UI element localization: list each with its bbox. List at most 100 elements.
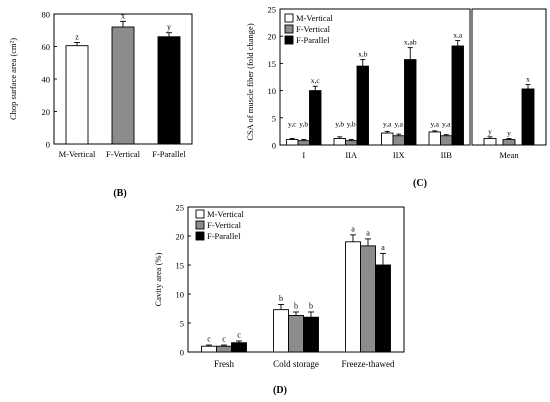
chart-c-mean-x-label: Mean bbox=[499, 150, 519, 160]
chart-d-letter: a bbox=[381, 243, 385, 252]
chart-c-bar bbox=[356, 65, 369, 146]
chart-c-letter: x,c bbox=[311, 76, 321, 85]
chart-d-bar bbox=[231, 342, 247, 353]
chart-c-bar bbox=[333, 138, 346, 146]
chart-c: 0 5 10 15 20 25 CSA of muscle fiber (fold chan… bbox=[245, 5, 547, 189]
chart-d-legend-label: F-Parallel bbox=[207, 231, 241, 241]
chart-d-letter: c bbox=[207, 335, 211, 344]
chart-b: 0 20 40 60 80 Chop surface area (cm²) z M-Verti… bbox=[8, 10, 193, 199]
chart-d-letter: c bbox=[237, 330, 241, 339]
chart-c-bar bbox=[286, 139, 299, 146]
chart-c-mean-bar bbox=[483, 138, 497, 146]
chart-c-letter: x,a bbox=[453, 31, 463, 40]
chart-c-legend-label: F-Parallel bbox=[296, 35, 330, 45]
chart-c-mean-bar bbox=[521, 88, 535, 146]
chart-d-y-tick-label: 25 bbox=[176, 203, 185, 213]
chart-b-bar bbox=[65, 45, 89, 145]
chart-b-letter: z bbox=[75, 32, 79, 41]
chart-c-bar bbox=[428, 131, 441, 146]
chart-c-letter: x,ab bbox=[404, 38, 417, 47]
chart-d-bar bbox=[201, 345, 217, 353]
chart-d-legend-swatch bbox=[195, 231, 205, 241]
chart-d-letter: b bbox=[279, 294, 283, 303]
chart-c-y-tick-label: 15 bbox=[268, 59, 277, 69]
chart-b-letter: x bbox=[121, 11, 125, 20]
chart-d-bar bbox=[273, 309, 289, 353]
chart-c-mean-letter: x bbox=[526, 75, 530, 84]
chart-b-y-tick-label: 40 bbox=[42, 75, 51, 85]
chart-c-x-tick-label: IIB bbox=[441, 150, 453, 160]
chart-b-y-tick-label: 0 bbox=[46, 140, 50, 150]
chart-b-y-tick-label: 20 bbox=[42, 107, 51, 117]
chart-d-legend-swatch bbox=[195, 209, 205, 219]
chart-b-y-tick-label: 60 bbox=[42, 42, 51, 52]
chart-b-panel-label: (B) bbox=[113, 188, 126, 199]
chart-d-y-tick-label: 20 bbox=[176, 232, 185, 242]
chart-c-bar bbox=[297, 140, 310, 146]
chart-d-letter: a bbox=[351, 224, 355, 233]
chart-d-legend-label: F-Vertical bbox=[207, 220, 242, 230]
chart-c-legend-swatch bbox=[284, 13, 294, 23]
chart-c-legend-label: F-Vertical bbox=[296, 24, 331, 34]
chart-c-bar bbox=[440, 135, 453, 146]
chart-d-legend-label: M-Vertical bbox=[207, 209, 244, 219]
chart-d-letter: b bbox=[309, 301, 313, 310]
chart-b-x-tick-label: M-Vertical bbox=[59, 149, 96, 159]
chart-c-bar bbox=[392, 135, 405, 146]
chart-c-letter: y,a bbox=[383, 120, 392, 129]
chart-d-letter: a bbox=[366, 228, 370, 237]
chart-d-ylabel: Cavity area (%) bbox=[153, 252, 163, 306]
chart-c-x-tick-label: I bbox=[302, 150, 305, 160]
chart-d-bar bbox=[216, 345, 232, 353]
chart-d-legend-swatch bbox=[195, 220, 205, 230]
chart-b-x-tick-label: F-Vertical bbox=[106, 149, 141, 159]
chart-d-y-tick-label: 0 bbox=[180, 348, 184, 358]
chart-c-bar bbox=[309, 90, 322, 146]
chart-c-letter: y,b bbox=[347, 120, 356, 129]
chart-c-y-tick-label: 20 bbox=[268, 32, 277, 42]
chart-d-panel-label: (D) bbox=[273, 385, 287, 396]
chart-d-x-tick-label: Freeze-thawed bbox=[342, 359, 395, 369]
chart-c-letter: y,b bbox=[299, 120, 308, 129]
chart-d-bar bbox=[288, 315, 304, 353]
chart-d-bar bbox=[360, 245, 376, 353]
chart-d-bar bbox=[345, 241, 361, 353]
chart-c-bar bbox=[404, 59, 417, 146]
chart-c-y-tick-label: 10 bbox=[268, 86, 277, 96]
chart-c-letter: x,b bbox=[358, 50, 368, 59]
chart-d-letter: b bbox=[294, 301, 298, 310]
chart-d-x-tick-label: Fresh bbox=[214, 359, 234, 369]
chart-d-y-tick-label: 5 bbox=[180, 319, 184, 329]
chart-c-mean-bar bbox=[502, 139, 516, 146]
chart-b-y-tick-label: 80 bbox=[42, 10, 51, 20]
chart-c-x-tick-label: IIX bbox=[393, 150, 405, 160]
chart-c-letter: y,a bbox=[431, 120, 440, 129]
chart-c-letter: y,c bbox=[288, 120, 297, 129]
chart-b-bar bbox=[111, 26, 135, 145]
chart-d-bar bbox=[375, 264, 391, 353]
chart-d-y-tick-label: 10 bbox=[176, 290, 185, 300]
chart-c-legend-swatch bbox=[284, 35, 294, 45]
chart-c-y-tick-label: 0 bbox=[272, 141, 276, 151]
chart-d-x-tick-label: Cold storage bbox=[273, 359, 319, 369]
chart-c-legend-label: M-Vertical bbox=[296, 13, 333, 23]
chart-c-panel-label: (C) bbox=[413, 178, 427, 189]
chart-b-x-tick-label: F-Parallel bbox=[152, 149, 186, 159]
chart-c-bar bbox=[345, 140, 358, 146]
chart-d-y-tick-label: 15 bbox=[176, 261, 185, 271]
chart-c-letter: y,a bbox=[395, 120, 404, 129]
chart-c-mean-letter: y bbox=[507, 128, 511, 137]
chart-c-y-tick-label: 5 bbox=[272, 113, 276, 123]
chart-c-bar bbox=[451, 45, 464, 146]
chart-b-ylabel: Chop surface area (cm²) bbox=[8, 38, 18, 120]
chart-c-bar bbox=[381, 132, 394, 146]
chart-c-letter: y,b bbox=[335, 120, 344, 129]
chart-d: 0 5 10 15 20 25 Cavity area (%) c c c Fresh b b b Cold… bbox=[153, 203, 405, 396]
chart-c-ylabel: CSA of muscle fiber (fold change) bbox=[245, 23, 255, 140]
chart-d-bar bbox=[303, 316, 319, 353]
chart-b-bar bbox=[157, 36, 181, 145]
chart-c-mean-frame bbox=[471, 8, 547, 146]
chart-c-legend-swatch bbox=[284, 24, 294, 34]
chart-b-letter: y bbox=[167, 23, 171, 32]
